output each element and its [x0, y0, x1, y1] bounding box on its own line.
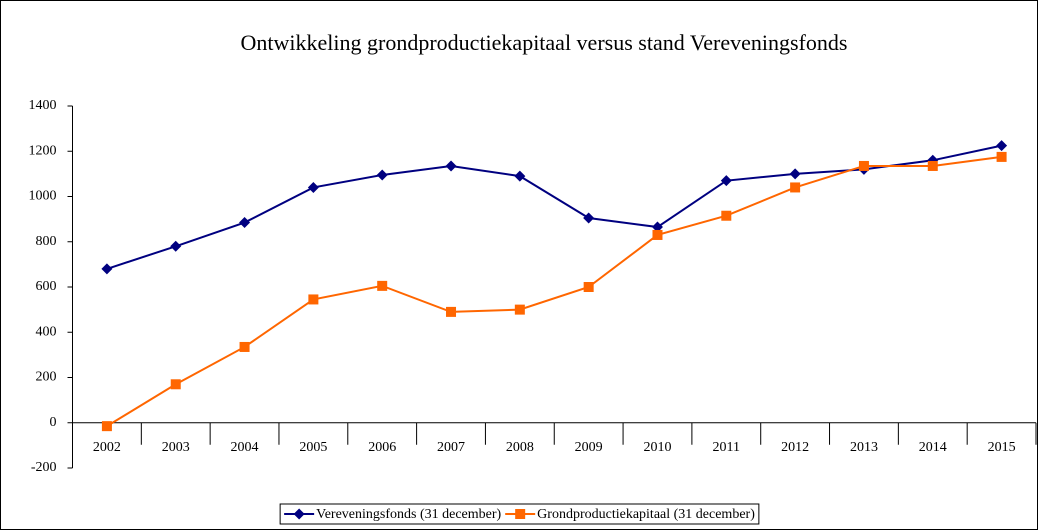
y-tick-label: 1000 [29, 189, 57, 204]
x-tick-label: 2002 [93, 440, 121, 455]
series-line [106, 155, 1002, 427]
x-tick-label: 2013 [850, 440, 878, 455]
marker [996, 140, 1008, 152]
marker [790, 182, 801, 193]
marker [651, 221, 663, 233]
marker [239, 341, 250, 352]
marker [720, 175, 732, 187]
marker [514, 170, 526, 182]
marker [858, 160, 869, 171]
marker [293, 508, 305, 520]
x-tick-label: 2015 [988, 440, 1016, 455]
marker [515, 509, 526, 519]
y-tick-label: 800 [36, 234, 57, 249]
x-tick-label: 2004 [231, 440, 259, 455]
marker [239, 217, 251, 229]
marker [583, 212, 595, 224]
marker [445, 160, 457, 172]
legend-label: Grondproductiekapitaal (31 december) [537, 507, 755, 522]
y-tick-label: 200 [36, 370, 57, 385]
x-tick-label: 2009 [575, 440, 603, 455]
legend-label: Vereveningsfonds (31 december) [316, 507, 501, 522]
marker [927, 160, 938, 171]
marker [376, 169, 388, 181]
marker [307, 181, 319, 193]
y-tick-label: 0 [50, 415, 57, 430]
x-tick-label: 2010 [643, 440, 671, 455]
marker [101, 263, 113, 275]
marker [789, 168, 801, 180]
x-tick-label: 2006 [368, 440, 396, 455]
marker [652, 229, 663, 240]
x-tick-label: 2007 [437, 440, 465, 455]
x-tick-label: 2012 [781, 440, 809, 455]
x-tick-label: 2005 [299, 440, 327, 455]
marker [721, 210, 732, 221]
y-tick-label: 600 [36, 279, 57, 294]
x-tick-label: 2011 [713, 440, 740, 455]
y-tick-label: 400 [36, 324, 57, 339]
marker [101, 421, 112, 432]
marker [170, 379, 181, 390]
chart-title: Ontwikkeling grondproductiekapitaal vers… [241, 30, 848, 55]
x-tick-label: 2008 [506, 440, 534, 455]
marker [583, 282, 594, 292]
marker [170, 240, 182, 252]
x-tick-label: 2014 [919, 440, 947, 455]
marker [996, 151, 1007, 162]
y-tick-label: 1400 [29, 98, 57, 113]
marker [446, 306, 457, 317]
x-tick-label: 2003 [162, 440, 190, 455]
marker [308, 294, 319, 305]
legend: Vereveningsfonds (31 december) Grondprodu… [279, 503, 760, 525]
y-tick-label: -200 [31, 460, 57, 475]
y-tick-label: 1200 [29, 143, 57, 158]
marker [377, 280, 388, 291]
marker [514, 304, 525, 315]
